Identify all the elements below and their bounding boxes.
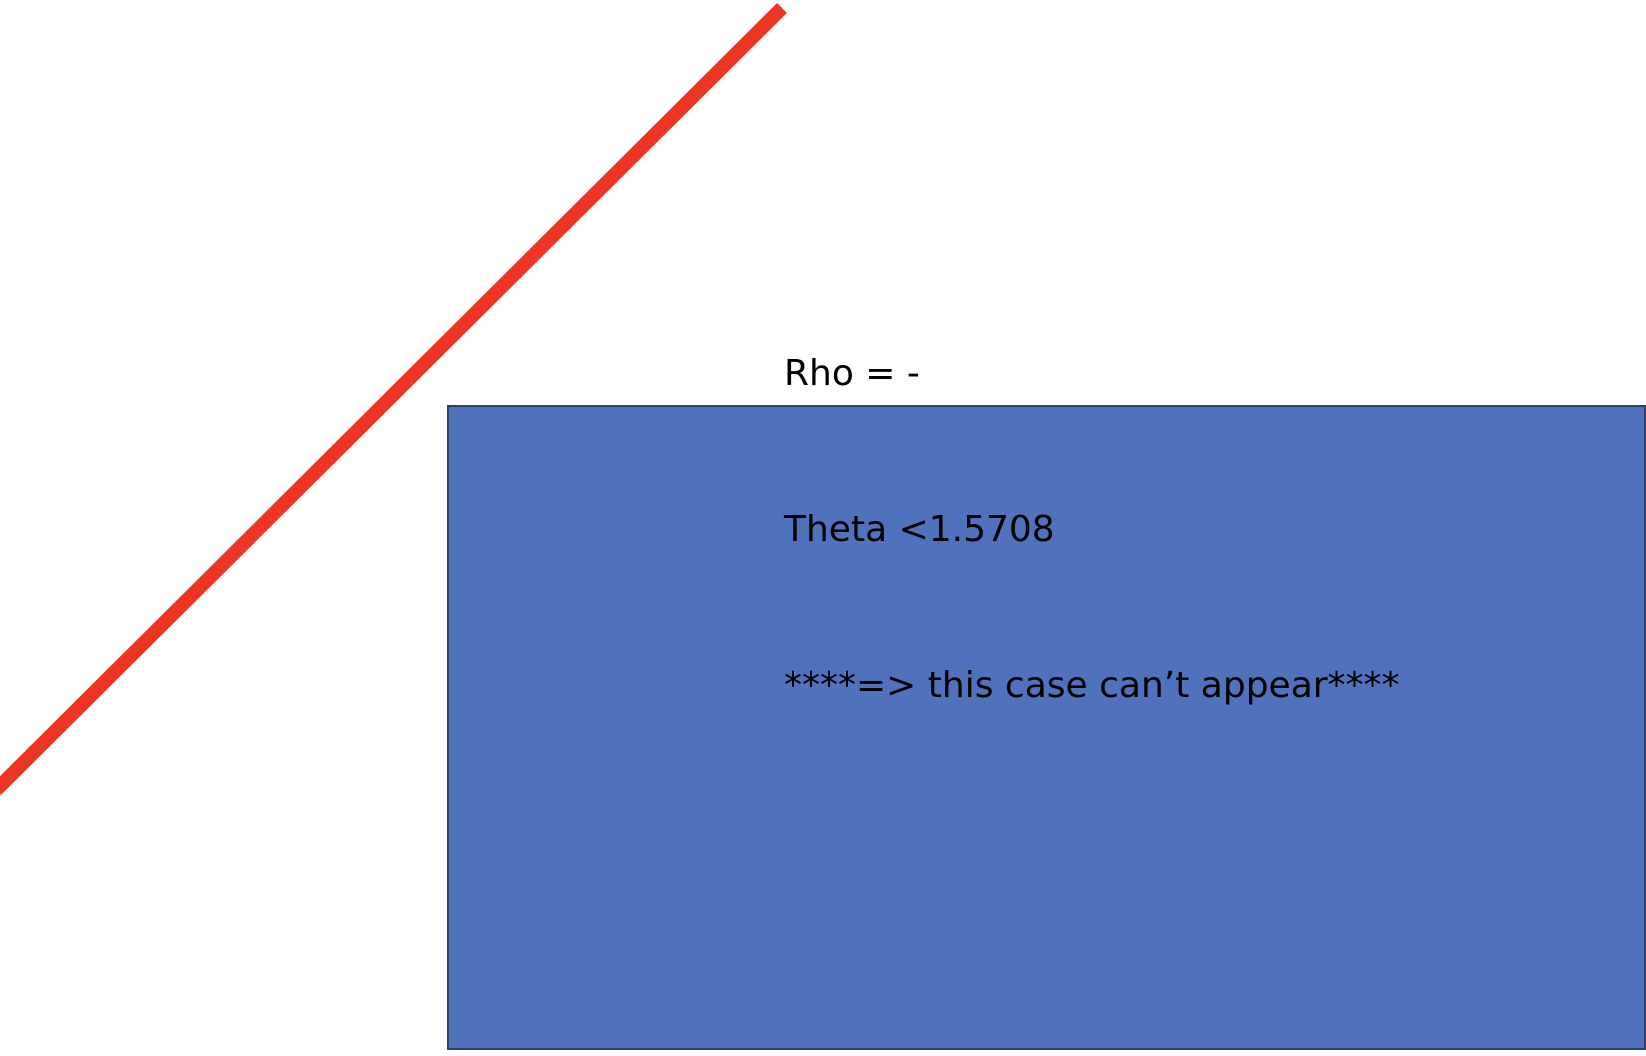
rho-label: Rho = -: [784, 353, 920, 394]
red-line: [0, 3, 787, 795]
annotation-text: Rho = - Theta <1.5708 ****=> this case c…: [784, 244, 1400, 764]
theta-label: Theta <1.5708: [784, 509, 1055, 550]
blue-rectangle: [447, 405, 1646, 1050]
case-note: ****=> this case can’t appear****: [784, 665, 1400, 706]
